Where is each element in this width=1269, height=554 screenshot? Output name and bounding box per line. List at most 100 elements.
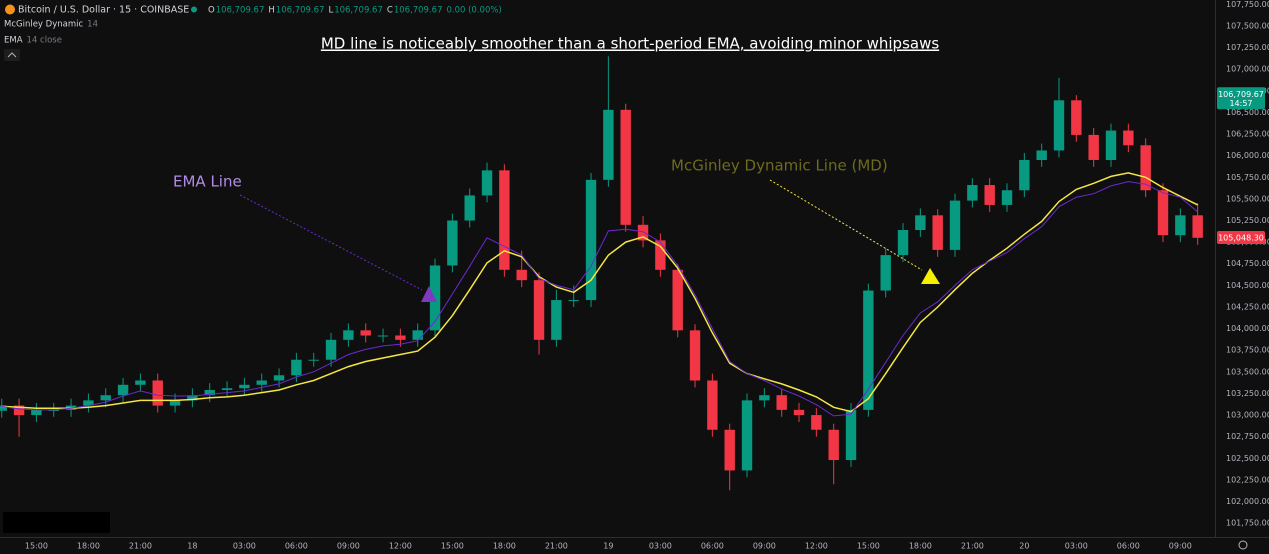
candle-body	[100, 395, 111, 401]
candle-body	[152, 380, 163, 406]
candle-body	[915, 215, 926, 231]
legend-inputs: 14 close	[27, 36, 62, 46]
indicator-line	[1, 181, 1199, 417]
y-tick-label: 107,500.00	[1226, 21, 1269, 30]
y-tick-label: 105,250.00	[1226, 216, 1269, 225]
y-tick-label: 104,750.00	[1226, 259, 1269, 268]
candle-body	[516, 269, 527, 281]
candle-body	[897, 230, 909, 256]
candle-body	[256, 380, 267, 385]
y-tick-label: 103,250.00	[1226, 389, 1269, 398]
legend: McGinley Dynamic 14 EMA 14 close	[4, 20, 98, 46]
candle-body	[620, 109, 631, 225]
y-tick-label: 103,750.00	[1226, 346, 1269, 355]
candle-body	[880, 255, 891, 291]
settings-icon[interactable]	[1238, 540, 1248, 550]
candle-body	[1036, 150, 1047, 160]
readout-value: 106,709.67	[334, 6, 383, 16]
y-tick-label: 107,000.00	[1226, 65, 1269, 74]
y-tick-label: 102,750.00	[1226, 432, 1269, 441]
y-tick-label: 104,000.00	[1226, 324, 1269, 333]
candle-body	[741, 400, 753, 471]
candle-body	[204, 389, 215, 396]
readout-value: 106,709.67	[216, 6, 265, 16]
candle-body	[949, 200, 961, 250]
y-tick-label: 101,750.00	[1226, 519, 1269, 528]
readout-value: 106,709.67	[394, 6, 443, 16]
market-status	[191, 6, 197, 13]
y-tick-label: 106,250.00	[1226, 130, 1269, 139]
y-tick-label: 105,750.00	[1226, 173, 1269, 182]
candle-body	[377, 335, 389, 337]
candle-body	[811, 415, 822, 430]
candle-body	[793, 409, 805, 416]
ema-arrow-head	[421, 286, 437, 302]
x-tick-label: 18:00	[77, 542, 100, 551]
x-tick-label: 21:00	[961, 542, 984, 551]
candle-body	[412, 330, 423, 340]
chevron-icon	[7, 52, 17, 58]
candle-body	[239, 384, 250, 389]
candle-body	[0, 405, 7, 411]
y-tick-label: 102,000.00	[1226, 497, 1269, 506]
x-tick-label: 21:00	[545, 542, 568, 551]
x-tick-label: 21:00	[129, 542, 152, 551]
candle-body	[499, 170, 510, 270]
plot-area	[0, 56, 1203, 491]
readout-value: 106,709.67	[276, 6, 325, 16]
candle-body	[776, 395, 787, 410]
candle-body	[863, 290, 874, 410]
candle-body	[135, 380, 146, 385]
candle-body	[967, 185, 978, 201]
price-tag-label: 106,709.67	[1218, 90, 1264, 99]
x-tick-label: 09:00	[337, 542, 360, 551]
x-tick-label: 06:00	[285, 542, 308, 551]
legend-name: McGinley Dynamic	[4, 20, 83, 30]
candle-body	[291, 359, 302, 376]
price-tag-time: 14:57	[1229, 99, 1252, 108]
md-arrow-head	[921, 268, 940, 284]
candle-body	[464, 195, 475, 221]
candle-body	[707, 380, 718, 430]
x-tick-label: 03:00	[233, 542, 256, 551]
candle-body	[117, 384, 129, 396]
x-tick-label: 18	[187, 542, 197, 551]
readout-change: 0.00 (0.00%)	[446, 6, 501, 16]
x-tick-label: 18:00	[909, 542, 932, 551]
y-tick-label: 107,250.00	[1226, 43, 1269, 52]
legend-name: EMA	[4, 36, 23, 46]
annotation-title: MD line is noticeably smoother than a sh…	[321, 35, 939, 53]
symbol-name[interactable]: Bitcoin / U.S. Dollar · 15 · COINBASE	[18, 5, 189, 16]
candle-body	[568, 300, 579, 302]
x-tick-label: 09:00	[1169, 542, 1192, 551]
readout-key: C	[387, 6, 393, 16]
y-tick-label: 103,000.00	[1226, 411, 1269, 420]
collapse-button[interactable]	[4, 49, 20, 61]
price-tag	[1217, 230, 1265, 244]
candle-body	[83, 400, 94, 406]
candle-body	[31, 409, 42, 416]
candle-body	[221, 388, 233, 390]
candle-body	[655, 240, 666, 270]
md-arrow-line	[769, 179, 923, 271]
candle-body	[429, 265, 441, 331]
indicator-line	[1, 172, 1199, 413]
candle-body	[1157, 190, 1169, 236]
candle-body	[845, 409, 857, 461]
candle-body	[187, 395, 198, 401]
candle-body	[360, 330, 371, 336]
candle-body	[308, 359, 319, 361]
y-tick-label: 104,500.00	[1226, 281, 1269, 290]
price-tag	[1217, 87, 1265, 110]
y-tick-label: 107,750.00	[1226, 0, 1269, 9]
candle-body	[1192, 215, 1203, 238]
candle-body	[1175, 215, 1186, 236]
x-tick-label: 15:00	[25, 542, 48, 551]
candle-body	[1071, 100, 1082, 135]
candle-body	[724, 429, 735, 471]
candle-body	[447, 220, 458, 266]
x-tick-label: 15:00	[857, 542, 880, 551]
candle-body	[13, 405, 25, 416]
